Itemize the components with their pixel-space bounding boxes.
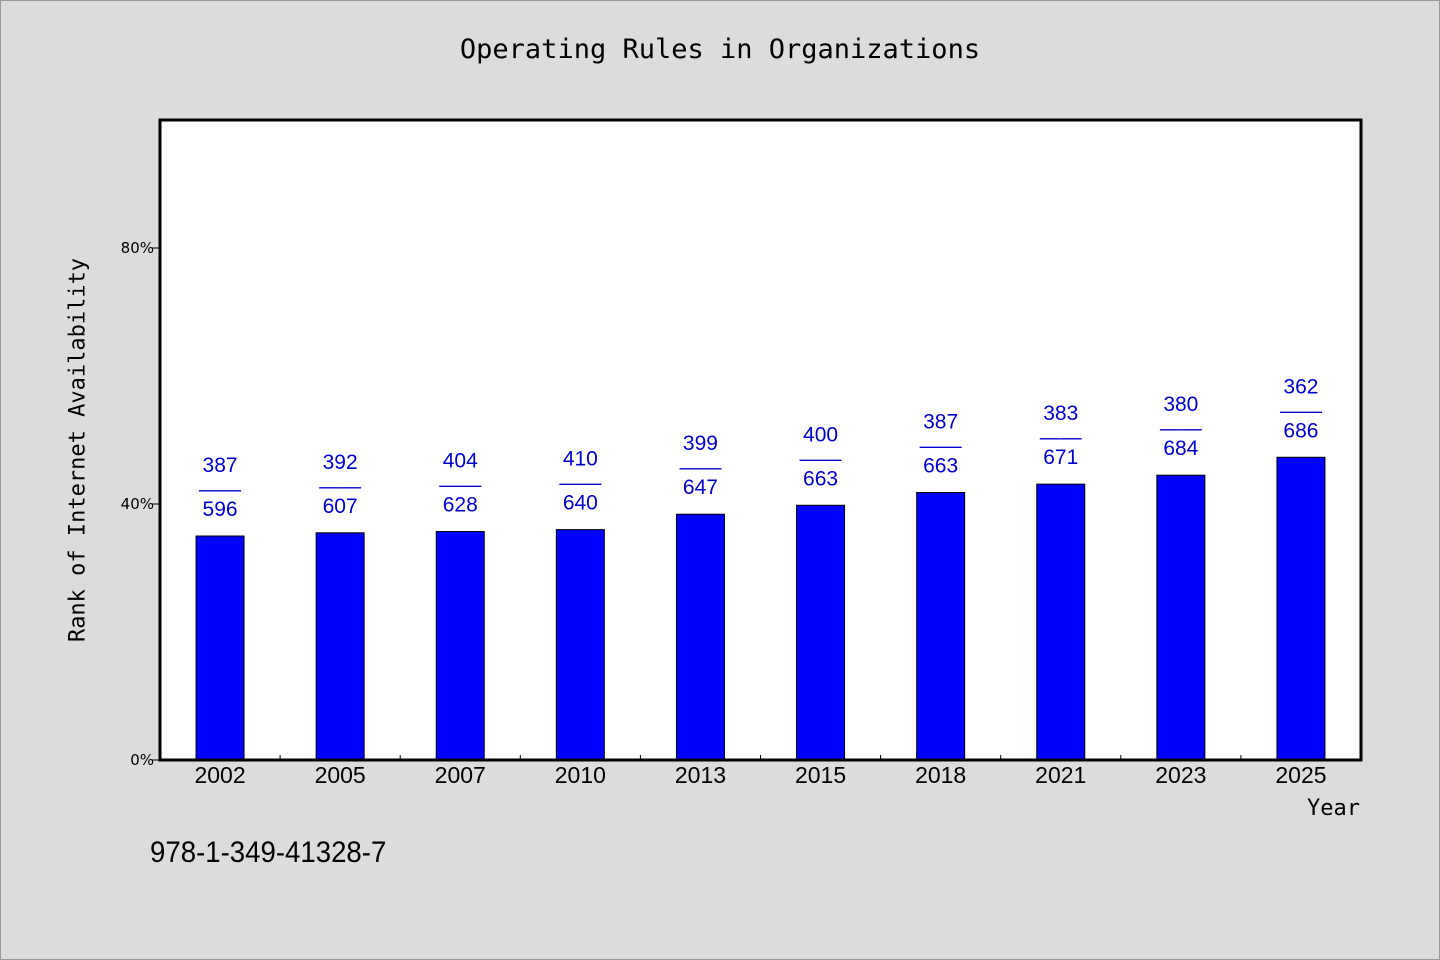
- x-tick-label-2005: 2005: [315, 762, 366, 788]
- x-tick-label-2018: 2018: [915, 762, 966, 788]
- bar-2025: [1276, 456, 1326, 761]
- data-label-sep-2013: ——: [679, 456, 721, 479]
- y-tick-label-1: 40%: [121, 495, 154, 513]
- x-tick-label-2021: 2021: [1035, 762, 1086, 788]
- data-label-sep-2005: ——: [319, 475, 361, 498]
- data-label-sep-2002: ——: [199, 478, 241, 501]
- bar-2023: [1156, 474, 1206, 761]
- data-label-top-2025: 362: [1283, 375, 1318, 398]
- data-label-bottom-2007: 628: [443, 494, 478, 517]
- bar-2010: [555, 529, 605, 761]
- data-label-sep-2023: ——: [1160, 417, 1202, 440]
- bar-2007: [435, 531, 485, 761]
- data-label-bottom-2005: 607: [323, 495, 358, 518]
- data-label-bottom-2002: 596: [203, 498, 238, 521]
- bar-2021: [1036, 483, 1086, 761]
- data-label-top-2013: 399: [683, 432, 718, 455]
- x-tick-label-2015: 2015: [795, 762, 846, 788]
- bar-2013: [675, 513, 725, 761]
- data-label-top-2005: 392: [323, 451, 358, 474]
- x-tick-label-2002: 2002: [194, 762, 245, 788]
- data-label-top-2021: 383: [1043, 402, 1078, 425]
- data-label-sep-2015: ——: [800, 447, 842, 470]
- data-label-bottom-2013: 647: [683, 476, 718, 499]
- bar-2005: [315, 532, 365, 761]
- y-tick-label-2: 80%: [121, 239, 154, 257]
- y-tick-label-0: 0%: [130, 751, 154, 769]
- data-label-top-2002: 387: [203, 454, 238, 477]
- data-label-bottom-2023: 684: [1163, 437, 1198, 460]
- data-label-bottom-2018: 663: [923, 454, 958, 477]
- data-label-bottom-2010: 640: [563, 492, 598, 515]
- data-label-top-2007: 404: [443, 450, 478, 473]
- bar-2015: [796, 504, 846, 761]
- data-label-sep-2021: ——: [1040, 426, 1082, 449]
- data-label-sep-2025: ——: [1280, 399, 1322, 422]
- data-label-top-2010: 410: [563, 448, 598, 471]
- bar-2002: [195, 535, 245, 761]
- x-tick-label-2007: 2007: [435, 762, 486, 788]
- x-tick-label-2023: 2023: [1155, 762, 1206, 788]
- x-axis-label: Year: [1307, 796, 1360, 821]
- bar-2018: [916, 491, 966, 761]
- plot-border: [158, 118, 1363, 762]
- data-label-bottom-2021: 671: [1043, 446, 1078, 469]
- data-label-bottom-2025: 686: [1283, 419, 1318, 442]
- x-tick-label-2025: 2025: [1275, 762, 1326, 788]
- data-label-top-2018: 387: [923, 410, 958, 433]
- data-label-sep-2018: ——: [920, 434, 962, 457]
- data-label-bottom-2015: 663: [803, 467, 838, 490]
- x-tick-label-2010: 2010: [555, 762, 606, 788]
- data-label-top-2023: 380: [1163, 393, 1198, 416]
- isbn-annotation: 978-1-349-41328-7: [150, 836, 387, 869]
- data-label-sep-2007: ——: [439, 474, 481, 497]
- x-tick-label-2013: 2013: [675, 762, 726, 788]
- chart-title: Operating Rules in Organizations: [459, 34, 981, 65]
- data-label-top-2015: 400: [803, 423, 838, 446]
- data-label-sep-2010: ——: [559, 472, 601, 495]
